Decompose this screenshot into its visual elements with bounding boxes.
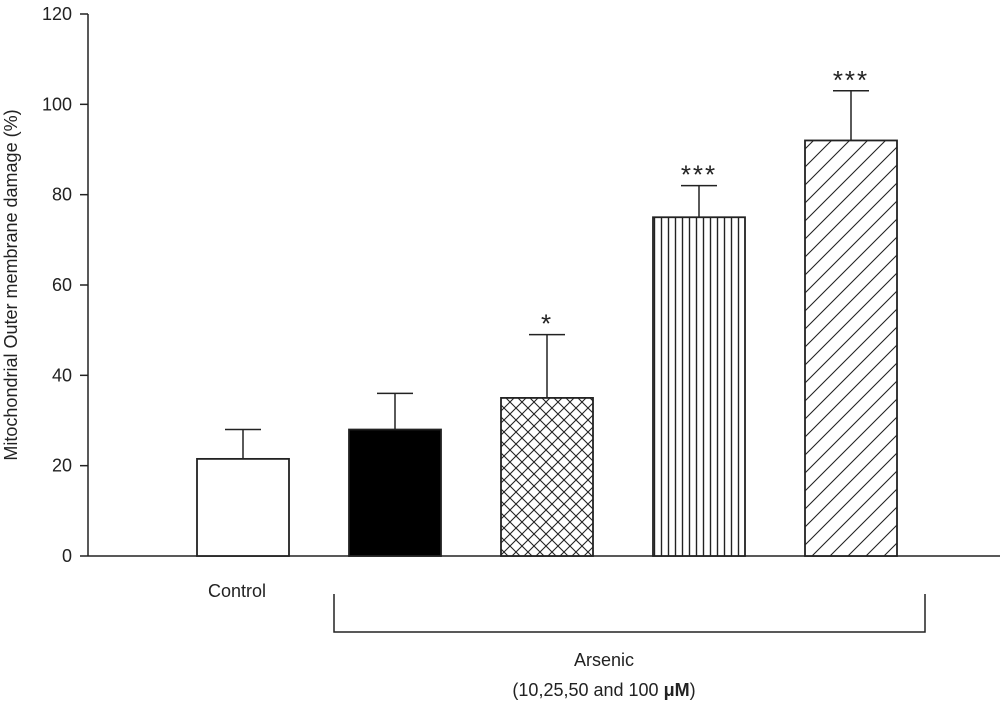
y-axis-title: Mitochondrial Outer membrane damage (%) [1,109,21,460]
y-tick-label: 80 [52,185,72,205]
significance-marker-100: *** [833,65,869,95]
y-tick-label: 100 [42,94,72,114]
y-tick-label: 120 [42,4,72,24]
y-tick-label: 60 [52,275,72,295]
bar-25 [500,397,594,557]
significance-marker-25: * [541,309,553,339]
y-tick-label: 0 [62,546,72,566]
arsenic-concentration-label: (10,25,50 and 100 μM) [512,680,695,700]
control-label: Control [208,581,266,601]
bar-100 [804,139,898,557]
bar-10 [348,428,442,557]
significance-marker-50: *** [681,160,717,190]
y-tick-label: 40 [52,365,72,385]
y-tick-label: 20 [52,456,72,476]
bar-Control [196,457,290,557]
bar-50 [652,216,746,557]
y-axis: 0 20 40 60 80 100 120 [42,4,89,566]
arsenic-bracket [333,594,926,633]
arsenic-label: Arsenic [574,650,634,670]
